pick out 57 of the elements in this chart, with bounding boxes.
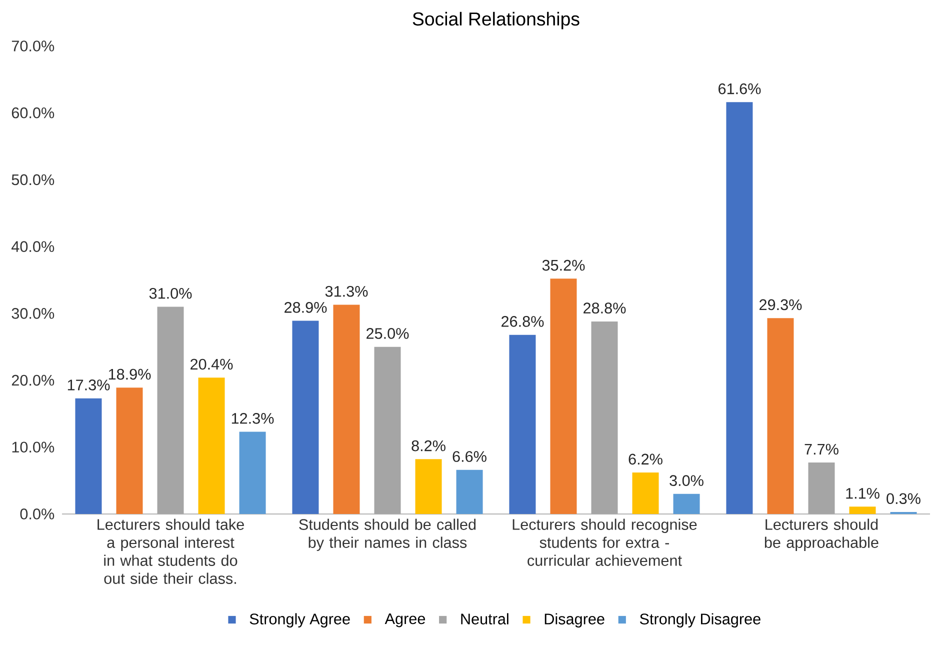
bar bbox=[415, 459, 442, 514]
bar bbox=[456, 470, 483, 514]
data-label: 18.9% bbox=[108, 368, 151, 380]
x-tick-label: Students should be called by their names in class bbox=[299, 518, 476, 551]
data-label: 6.6% bbox=[452, 451, 486, 462]
legend-label: Neutral bbox=[461, 613, 508, 624]
bar bbox=[550, 278, 577, 514]
y-tick-label: 60.0% bbox=[12, 107, 54, 118]
y-tick-label: 70.0% bbox=[12, 40, 54, 52]
y-tick-label: 0.0% bbox=[20, 508, 54, 520]
bar bbox=[632, 472, 659, 514]
bar bbox=[849, 506, 876, 514]
bar bbox=[509, 334, 536, 514]
data-label: 28.9% bbox=[284, 302, 327, 313]
data-label: 17.3% bbox=[68, 380, 110, 390]
data-label: 61.6% bbox=[718, 83, 761, 94]
y-tick-label: 30.0% bbox=[12, 308, 54, 319]
bar bbox=[333, 304, 360, 514]
bar bbox=[116, 388, 143, 514]
y-tick-label: 10.0% bbox=[12, 442, 54, 453]
bar bbox=[292, 320, 319, 514]
data-label: 25.0% bbox=[366, 328, 409, 339]
data-label: 35.2% bbox=[542, 260, 585, 271]
x-tick-label: Lecturers should recognise students for extra - curricular achievement bbox=[512, 518, 697, 566]
bar bbox=[75, 398, 102, 514]
legend-label: Disagree bbox=[544, 613, 604, 628]
bar bbox=[239, 432, 266, 514]
data-label: 28.8% bbox=[584, 302, 626, 314]
bar bbox=[591, 321, 618, 514]
x-tick-label: Lecturers should be approachable bbox=[764, 518, 878, 551]
data-label: 31.3% bbox=[325, 286, 368, 297]
bar bbox=[198, 378, 225, 514]
bar bbox=[726, 102, 753, 514]
chart-title: Social Relationships bbox=[412, 12, 580, 30]
y-tick-label: 50.0% bbox=[12, 174, 54, 186]
bar bbox=[673, 494, 700, 514]
data-label: 6.2% bbox=[628, 454, 662, 465]
x-tick-label: Lecturers should take a personal interest in what students do out side their class. bbox=[98, 518, 244, 584]
data-label: 12.3% bbox=[232, 412, 274, 424]
data-label: 7.7% bbox=[804, 444, 838, 455]
data-label: 26.8% bbox=[502, 316, 544, 327]
bar bbox=[157, 306, 184, 514]
data-label: 20.4% bbox=[190, 358, 233, 370]
y-tick-label: 40.0% bbox=[12, 241, 54, 252]
y-tick-label: 20.0% bbox=[12, 374, 54, 386]
legend-label: Agree bbox=[384, 613, 426, 628]
data-label: 0.3% bbox=[886, 493, 920, 504]
data-label: 3.0% bbox=[670, 475, 704, 486]
data-label: 29.3% bbox=[760, 299, 802, 310]
legend-label: Strongly Disagree bbox=[640, 613, 760, 628]
bar bbox=[767, 318, 794, 514]
data-label: 31.0% bbox=[149, 288, 192, 299]
data-label: 8.2% bbox=[412, 440, 446, 452]
bar bbox=[374, 346, 401, 514]
bar bbox=[808, 462, 835, 514]
legend-label: Strongly Agree bbox=[250, 613, 350, 628]
data-label: 1.1% bbox=[846, 488, 880, 499]
